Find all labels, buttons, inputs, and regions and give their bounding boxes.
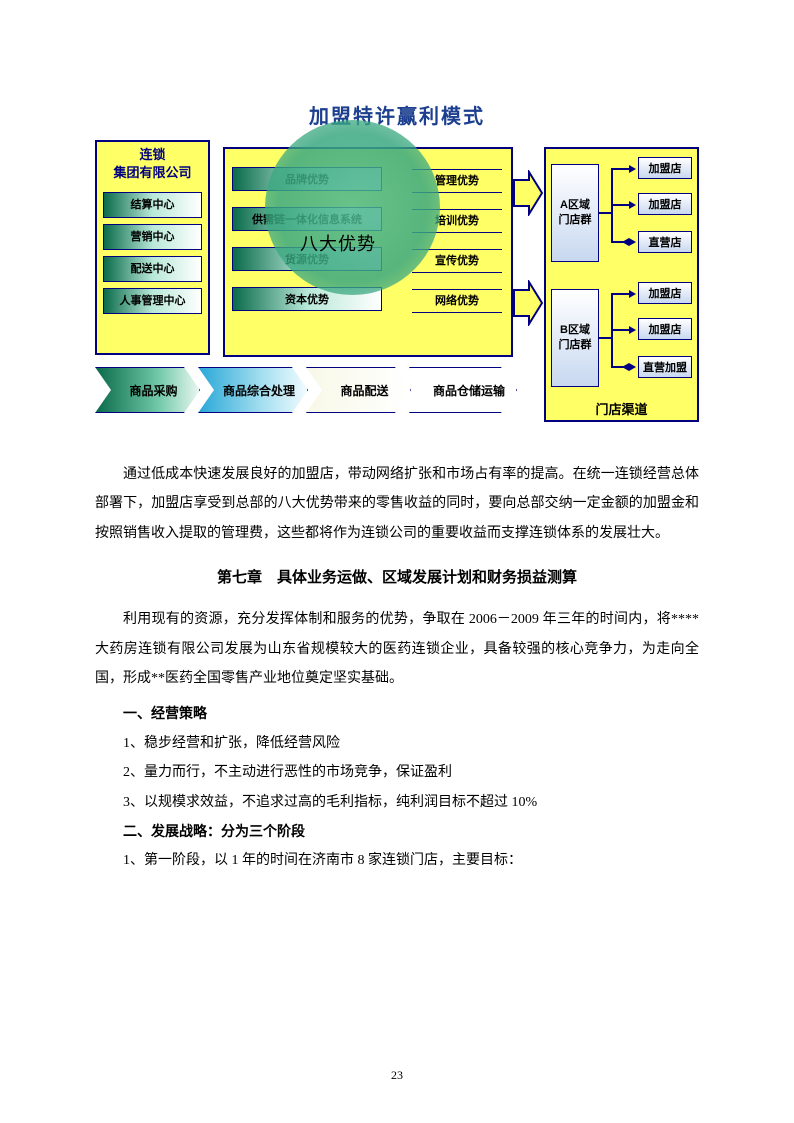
list-item: 1、稳步经营和扩张，降低经营风险: [95, 729, 699, 758]
flow-arrow-icon: [513, 170, 543, 216]
region-a-box: A区域 门店群: [551, 164, 599, 262]
chapter-heading: 第七章 具体业务运做、区域发展计划和财务损益测算: [95, 566, 699, 587]
diagram-title: 加盟特许赢利模式: [95, 100, 699, 129]
section-heading: 二、发展战略：分为三个阶段: [95, 817, 699, 846]
store-box: 加盟店: [638, 193, 692, 215]
flow-step: 商品仓储运输: [409, 367, 517, 413]
adv-item-r: 宣传优势: [412, 249, 502, 273]
flow-step: 商品综合处理: [198, 367, 308, 413]
adv-item-r: 网络优势: [412, 289, 502, 313]
left-item: 结算中心: [103, 192, 202, 218]
store-box: 加盟店: [638, 318, 692, 340]
paragraph: 利用现有的资源，充分发挥体制和服务的优势，争取在 2006－2009 年三年的时…: [95, 605, 699, 693]
left-item: 人事管理中心: [103, 288, 202, 314]
left-item: 营销中心: [103, 224, 202, 250]
adv-item: 资本优势: [232, 287, 382, 311]
store-box: 加盟店: [638, 282, 692, 304]
paragraph: 通过低成本快速发展良好的加盟店，带动网络扩张和市场占有率的提高。在统一连锁经营总…: [95, 460, 699, 548]
flow-step: 商品配送: [306, 367, 411, 413]
left-item: 配送中心: [103, 256, 202, 282]
list-item: 3、以规模求效益，不追求过高的毛利指标，纯利润目标不超过 10%: [95, 788, 699, 817]
right-panel-label: 门店渠道: [546, 399, 697, 418]
page-number: 23: [0, 1068, 794, 1083]
flow-step: 商品采购: [95, 367, 200, 413]
circle-label: 八大优势: [300, 230, 376, 256]
region-b-box: B区域 门店群: [551, 289, 599, 387]
store-box: 加盟店: [638, 157, 692, 179]
list-item: 2、量力而行，不主动进行恶性的市场竞争，保证盈利: [95, 758, 699, 787]
list-item: 1、第一阶段，以 1 年的时间在济南市 8 家连锁门店，主要目标：: [95, 846, 699, 875]
adv-item: 品牌优势: [232, 167, 382, 191]
adv-item-r: 培训优势: [412, 209, 502, 233]
flow-arrow-icon: [513, 280, 543, 326]
store-box: 直营加盟: [638, 356, 692, 378]
franchise-model-diagram: 加盟特许赢利模式 八大优势 连锁 集团有限公司 结算中心 营销中心 配送中心 人…: [95, 80, 699, 430]
adv-item: 供需链一体化信息系统: [232, 207, 382, 231]
section-heading: 一、经营策略: [95, 699, 699, 728]
adv-item-r: 管理优势: [412, 169, 502, 193]
company-box: 连锁 集团有限公司 结算中心 营销中心 配送中心 人事管理中心: [95, 140, 210, 355]
store-channel-panel: A区域 门店群 加盟店 加盟店 直营店 B区域 门店群 加盟店 加盟店 直营加盟: [544, 147, 699, 422]
company-box-title: 连锁 集团有限公司: [97, 142, 208, 186]
store-box: 直营店: [638, 231, 692, 253]
